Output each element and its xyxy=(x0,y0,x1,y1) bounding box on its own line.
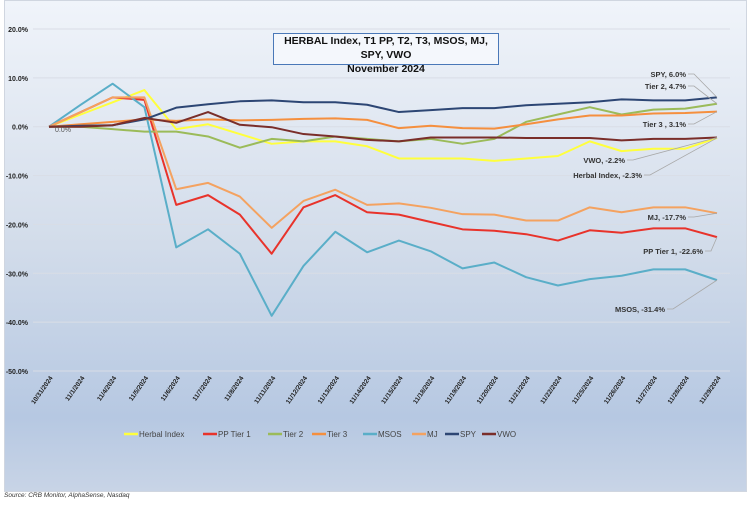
x-tick-label: 11/1/2024 xyxy=(64,375,86,403)
legend-label: Tier 2 xyxy=(283,430,304,439)
legend-label: MJ xyxy=(427,430,438,439)
x-tick-label: 11/18/2024 xyxy=(412,375,436,406)
source-note: Source: CRB Monitor, AlphaSense, Nasdaq xyxy=(4,492,130,499)
leader-line xyxy=(688,73,718,98)
chart-subtitle: November 2024 xyxy=(347,63,425,75)
end-data-label: Tier 2, 4.7% xyxy=(645,82,686,91)
end-data-label: Herbal Index, -2.3% xyxy=(573,171,642,180)
x-tick-label: 11/22/2024 xyxy=(539,375,563,406)
x-tick-label: 11/5/2024 xyxy=(128,375,150,403)
x-tick-label: 11/6/2024 xyxy=(160,375,182,403)
leader-line xyxy=(705,236,718,252)
end-data-label: SPY, 6.0% xyxy=(651,70,687,79)
y-tick-label: -10.0% xyxy=(6,174,29,181)
legend-label: PP Tier 1 xyxy=(218,430,251,439)
series-line-msos xyxy=(48,82,718,317)
x-tick-label: 11/11/2024 xyxy=(253,375,277,405)
chart-title: HERBAL Index, T1 PP, T2, T3, MSOS, MJ, S… xyxy=(284,35,488,61)
leader-line xyxy=(644,137,718,176)
y-tick-label: -40.0% xyxy=(6,320,29,327)
start-data-label: 0.0% xyxy=(55,127,71,134)
end-data-label: VWO, -2.2% xyxy=(583,156,625,165)
series-line-vwo xyxy=(49,111,718,143)
end-data-label: MJ, -17.7% xyxy=(648,213,687,222)
x-tick-label: 11/13/2024 xyxy=(317,375,341,406)
x-tick-label: 11/14/2024 xyxy=(349,375,373,406)
series-line-spy xyxy=(48,96,718,128)
series-line-mj xyxy=(48,96,718,229)
x-tick-label: 11/27/2024 xyxy=(635,375,659,406)
end-data-label: PP Tier 1, -22.6% xyxy=(643,247,703,256)
leader-line xyxy=(688,85,718,105)
leader-line xyxy=(627,137,718,161)
x-tick-label: 11/7/2024 xyxy=(192,375,214,403)
legend-label: Herbal Index xyxy=(139,430,184,439)
series-line-herbal-index xyxy=(48,89,718,162)
x-tick-label: 10/31/2024 xyxy=(30,375,55,406)
leader-line xyxy=(688,111,718,125)
chart-title-box: HERBAL Index, T1 PP, T2, T3, MSOS, MJ, S… xyxy=(273,33,499,75)
y-tick-label: -20.0% xyxy=(6,222,29,229)
x-tick-label: 11/21/2024 xyxy=(508,375,532,406)
legend-label: SPY xyxy=(460,430,477,439)
end-data-label: Tier 3 , 3.1% xyxy=(643,120,687,129)
chart-area xyxy=(4,0,747,492)
x-tick-label: 11/19/2024 xyxy=(444,375,468,406)
leader-line xyxy=(688,212,718,218)
leader-line xyxy=(667,279,718,310)
end-data-label: MSOS, -31.4% xyxy=(615,305,665,314)
y-tick-label: 10.0% xyxy=(8,76,29,83)
x-tick-label: 11/20/2024 xyxy=(476,375,500,406)
legend-label: VWO xyxy=(497,430,516,439)
x-tick-label: 11/12/2024 xyxy=(285,375,309,406)
series-line-pp-tier-1 xyxy=(48,96,718,255)
x-tick-label: 11/4/2024 xyxy=(96,375,118,403)
x-tick-label: 11/25/2024 xyxy=(571,375,595,406)
y-tick-label: 0.0% xyxy=(12,125,29,132)
x-tick-label: 11/26/2024 xyxy=(603,375,627,406)
x-tick-label: 11/28/2024 xyxy=(667,375,691,406)
y-tick-label: 20.0% xyxy=(8,27,29,34)
legend-label: MSOS xyxy=(378,430,402,439)
x-tick-label: 11/15/2024 xyxy=(380,375,404,406)
y-tick-label: -30.0% xyxy=(6,271,29,278)
legend-label: Tier 3 xyxy=(327,430,348,439)
y-tick-label: -50.0% xyxy=(6,369,29,376)
x-tick-label: 11/8/2024 xyxy=(223,375,245,403)
x-tick-label: 11/29/2024 xyxy=(698,375,722,406)
